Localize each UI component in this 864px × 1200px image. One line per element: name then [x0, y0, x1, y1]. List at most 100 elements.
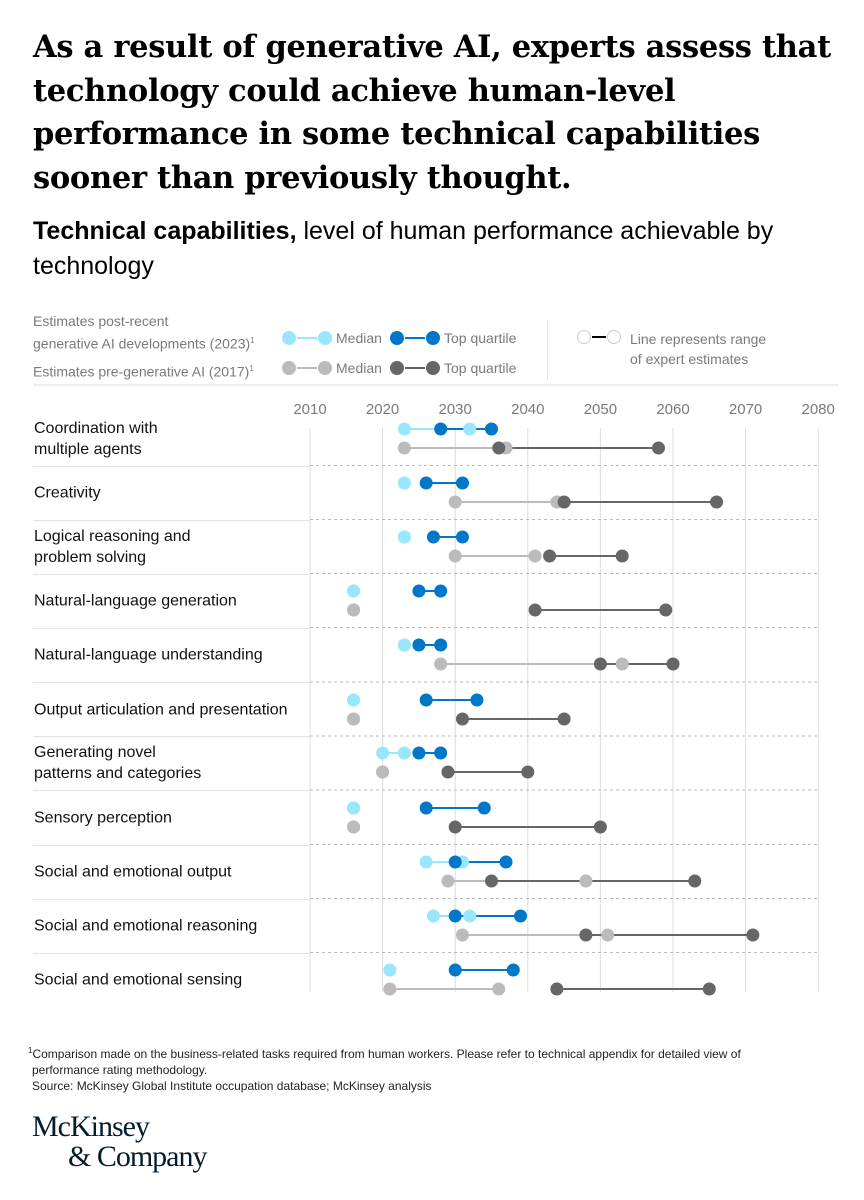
- quartile-2017-dot: [593, 657, 607, 671]
- quartile-2023-dot: [499, 855, 513, 869]
- quartile-2017-dot: [455, 712, 469, 726]
- legend-quartile-2023: Top quartile: [390, 330, 516, 346]
- legend-quartile-label: Top quartile: [444, 330, 517, 346]
- logo-line2: & Company: [68, 1140, 207, 1173]
- legend-median-label: Median: [336, 360, 382, 376]
- median-2017-dot: [579, 874, 593, 888]
- median-2023-dot: [397, 476, 411, 490]
- x-tick-label: 2030: [439, 401, 472, 418]
- legend-quartile-label: Top quartile: [444, 360, 517, 376]
- median-2017-dot: [441, 874, 455, 888]
- legend-line-icon: [405, 337, 425, 339]
- chart-subtitle: Technical capabilities, level of human p…: [33, 214, 833, 284]
- label-separator: [33, 682, 310, 683]
- quartile-2023-dot: [448, 855, 462, 869]
- median-2023-dot: [347, 801, 361, 815]
- quartile-2023-dot: [434, 584, 448, 598]
- legend-open-dot-icon: [577, 330, 591, 344]
- median-2023-dot: [397, 530, 411, 544]
- median-2017-dot: [347, 712, 361, 726]
- row-label: Natural-language generation: [34, 592, 237, 609]
- quartile-2017-dot: [557, 712, 571, 726]
- label-separator: [33, 627, 310, 629]
- legend-2023-line2: generative AI developments (2023): [33, 335, 251, 352]
- legend-quartile-2017: Top quartile: [390, 360, 516, 376]
- quartile-2023-dot: [419, 801, 433, 815]
- row-label: Social and emotional output: [34, 863, 232, 880]
- quartile-2023-dot: [485, 422, 498, 436]
- x-tick-label: 2070: [729, 401, 762, 418]
- quartile-2017-dot: [710, 495, 724, 509]
- row-label: Social and emotional reasoning: [34, 917, 258, 934]
- quartile-2023-dot: [477, 801, 491, 815]
- median-2017-dot: [383, 982, 397, 996]
- label-separator: [33, 898, 310, 900]
- row-label: Sensory perception: [34, 809, 172, 826]
- quartile-2017-dot: [651, 441, 665, 455]
- median-2017-dot: [528, 549, 542, 563]
- row-label: Natural-language understanding: [34, 646, 263, 663]
- quartile-2023-dot: [506, 963, 520, 977]
- x-tick-label: 2020: [366, 401, 399, 418]
- median-2017-dot: [448, 549, 462, 563]
- label-separator: [33, 844, 310, 846]
- quartile-2017-dot: [615, 549, 629, 563]
- median-2023-dot: [397, 422, 411, 436]
- row-label: Generating novel patterns and categories: [34, 743, 202, 782]
- legend-2023-line1: Estimates post-recent: [33, 313, 169, 329]
- row-label: Coordination with multiple agents: [34, 419, 158, 458]
- quartile-2023-dot: [448, 963, 462, 977]
- median-2017-dot: [601, 928, 615, 942]
- quartile-2023-dot: [448, 909, 462, 923]
- range-note-line2: of expert estimates: [630, 351, 749, 367]
- legend-range-icon: [577, 330, 621, 344]
- quartile-2017-dot: [688, 874, 702, 888]
- legend-line-icon: [297, 337, 317, 339]
- mckinsey-logo: McKinsey & Company: [32, 1112, 207, 1172]
- dumbbell-chart: 2010 2020 2030 2040 2050 2060 2070 2080: [293, 401, 835, 996]
- legend-dot-icon: [426, 361, 440, 375]
- quartile-2023-dot: [412, 746, 426, 760]
- quartile-2017-dot: [746, 928, 760, 942]
- legend-dot-icon: [390, 361, 404, 375]
- legend-dot-icon: [318, 361, 332, 375]
- quartile-2023-dot: [412, 638, 426, 652]
- x-tick-label: 2080: [802, 401, 835, 418]
- median-2017-dot: [347, 603, 361, 617]
- source-note: Source: McKinsey Global Institute occupa…: [32, 1079, 432, 1093]
- median-2017-dot: [434, 657, 448, 671]
- quartile-2017-dot: [550, 982, 564, 996]
- footnote: 1Comparison made on the business-related…: [28, 1043, 828, 1094]
- median-2017-dot: [615, 657, 629, 671]
- subtitle-rest: level of human performance achievable by…: [33, 217, 774, 280]
- median-2023-dot: [397, 746, 411, 760]
- legend-line-icon: [405, 367, 425, 369]
- quartile-2017-dot: [579, 928, 593, 942]
- legend-dot-icon: [390, 331, 404, 345]
- label-separator: [33, 465, 310, 467]
- footnote-line2: performance rating methodology.: [32, 1063, 208, 1077]
- median-2023-dot: [463, 909, 477, 923]
- legend-2017-text: Estimates pre-generative AI (2017): [33, 363, 250, 380]
- x-tick-label: 2040: [511, 401, 544, 418]
- legend-line-icon: [592, 336, 606, 338]
- footnote-mark: 1: [250, 336, 255, 345]
- quartile-2023-dot: [434, 746, 448, 760]
- legend-bottom-divider: [33, 384, 839, 386]
- legend-median-2017: Median: [282, 360, 382, 376]
- footnote-mark: 1: [28, 1046, 33, 1055]
- median-2017-dot: [376, 765, 390, 779]
- quartile-2017-dot: [448, 820, 462, 834]
- median-2023-dot: [463, 422, 477, 436]
- label-separator: [33, 790, 310, 791]
- legend-2017-label: Estimates pre-generative AI (2017)1: [33, 359, 254, 382]
- median-2023-dot: [347, 584, 361, 598]
- legend-dot-icon: [318, 331, 332, 345]
- legend-2023-label: Estimates post-recent generative AI deve…: [33, 311, 255, 354]
- median-2017-dot: [448, 495, 462, 509]
- quartile-2023-dot: [514, 909, 528, 923]
- quartile-2023-dot: [455, 530, 469, 544]
- median-2017-dot: [492, 982, 506, 996]
- quartile-2023-dot: [426, 530, 440, 544]
- quartile-2023-dot: [412, 584, 426, 598]
